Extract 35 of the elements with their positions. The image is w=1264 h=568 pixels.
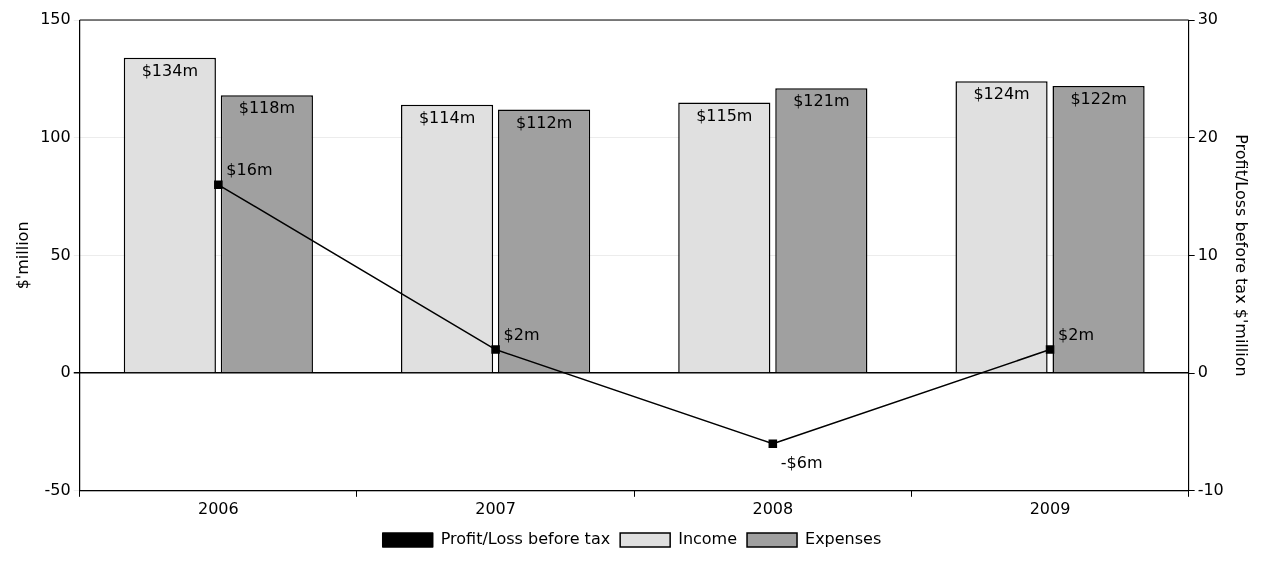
y-tick-label: 100 [40, 126, 71, 146]
x-tick-label: 2009 [1029, 498, 1071, 518]
y2-tick-label: -10 [1197, 479, 1224, 499]
data-label: $115m [696, 105, 753, 125]
y-tick-label: -50 [44, 479, 71, 499]
y2-tick-label: 10 [1197, 244, 1219, 264]
data-label: $2m [503, 324, 540, 344]
legend-label: Income [678, 529, 738, 549]
y2-axis-title: Profit/Loss before tax $'million [1232, 134, 1252, 377]
data-label: $114m [418, 107, 476, 127]
y-tick-label: 50 [50, 244, 71, 264]
data-label: $124m [973, 84, 1030, 104]
data-label: $2m [1058, 324, 1094, 344]
y-axis-title: $'million [12, 221, 32, 290]
legend-label: Expenses [805, 529, 882, 549]
data-label: $122m [1070, 89, 1127, 109]
data-label: $112m [515, 112, 573, 132]
point [768, 439, 778, 449]
point [1045, 345, 1055, 354]
data-label: $121m [793, 91, 850, 111]
x-tick-label: 2007 [475, 498, 516, 518]
x-tick-label: 2006 [198, 498, 239, 518]
x-tick-label: 2008 [752, 498, 794, 518]
point [214, 180, 223, 190]
y2-tick-label: 30 [1197, 9, 1219, 29]
y-tick-label: 0 [60, 362, 71, 382]
data-label: $134m [141, 60, 198, 80]
legend-label: Profit/Loss before tax [440, 529, 611, 549]
y-tick-label: 150 [40, 9, 71, 29]
data-label: $16m [226, 159, 273, 179]
y2-tick-label: 0 [1197, 362, 1208, 382]
y2-tick-label: 20 [1197, 126, 1219, 146]
data-label: $118m [238, 98, 296, 118]
data-label: -$6m [780, 452, 823, 472]
point [491, 345, 500, 354]
